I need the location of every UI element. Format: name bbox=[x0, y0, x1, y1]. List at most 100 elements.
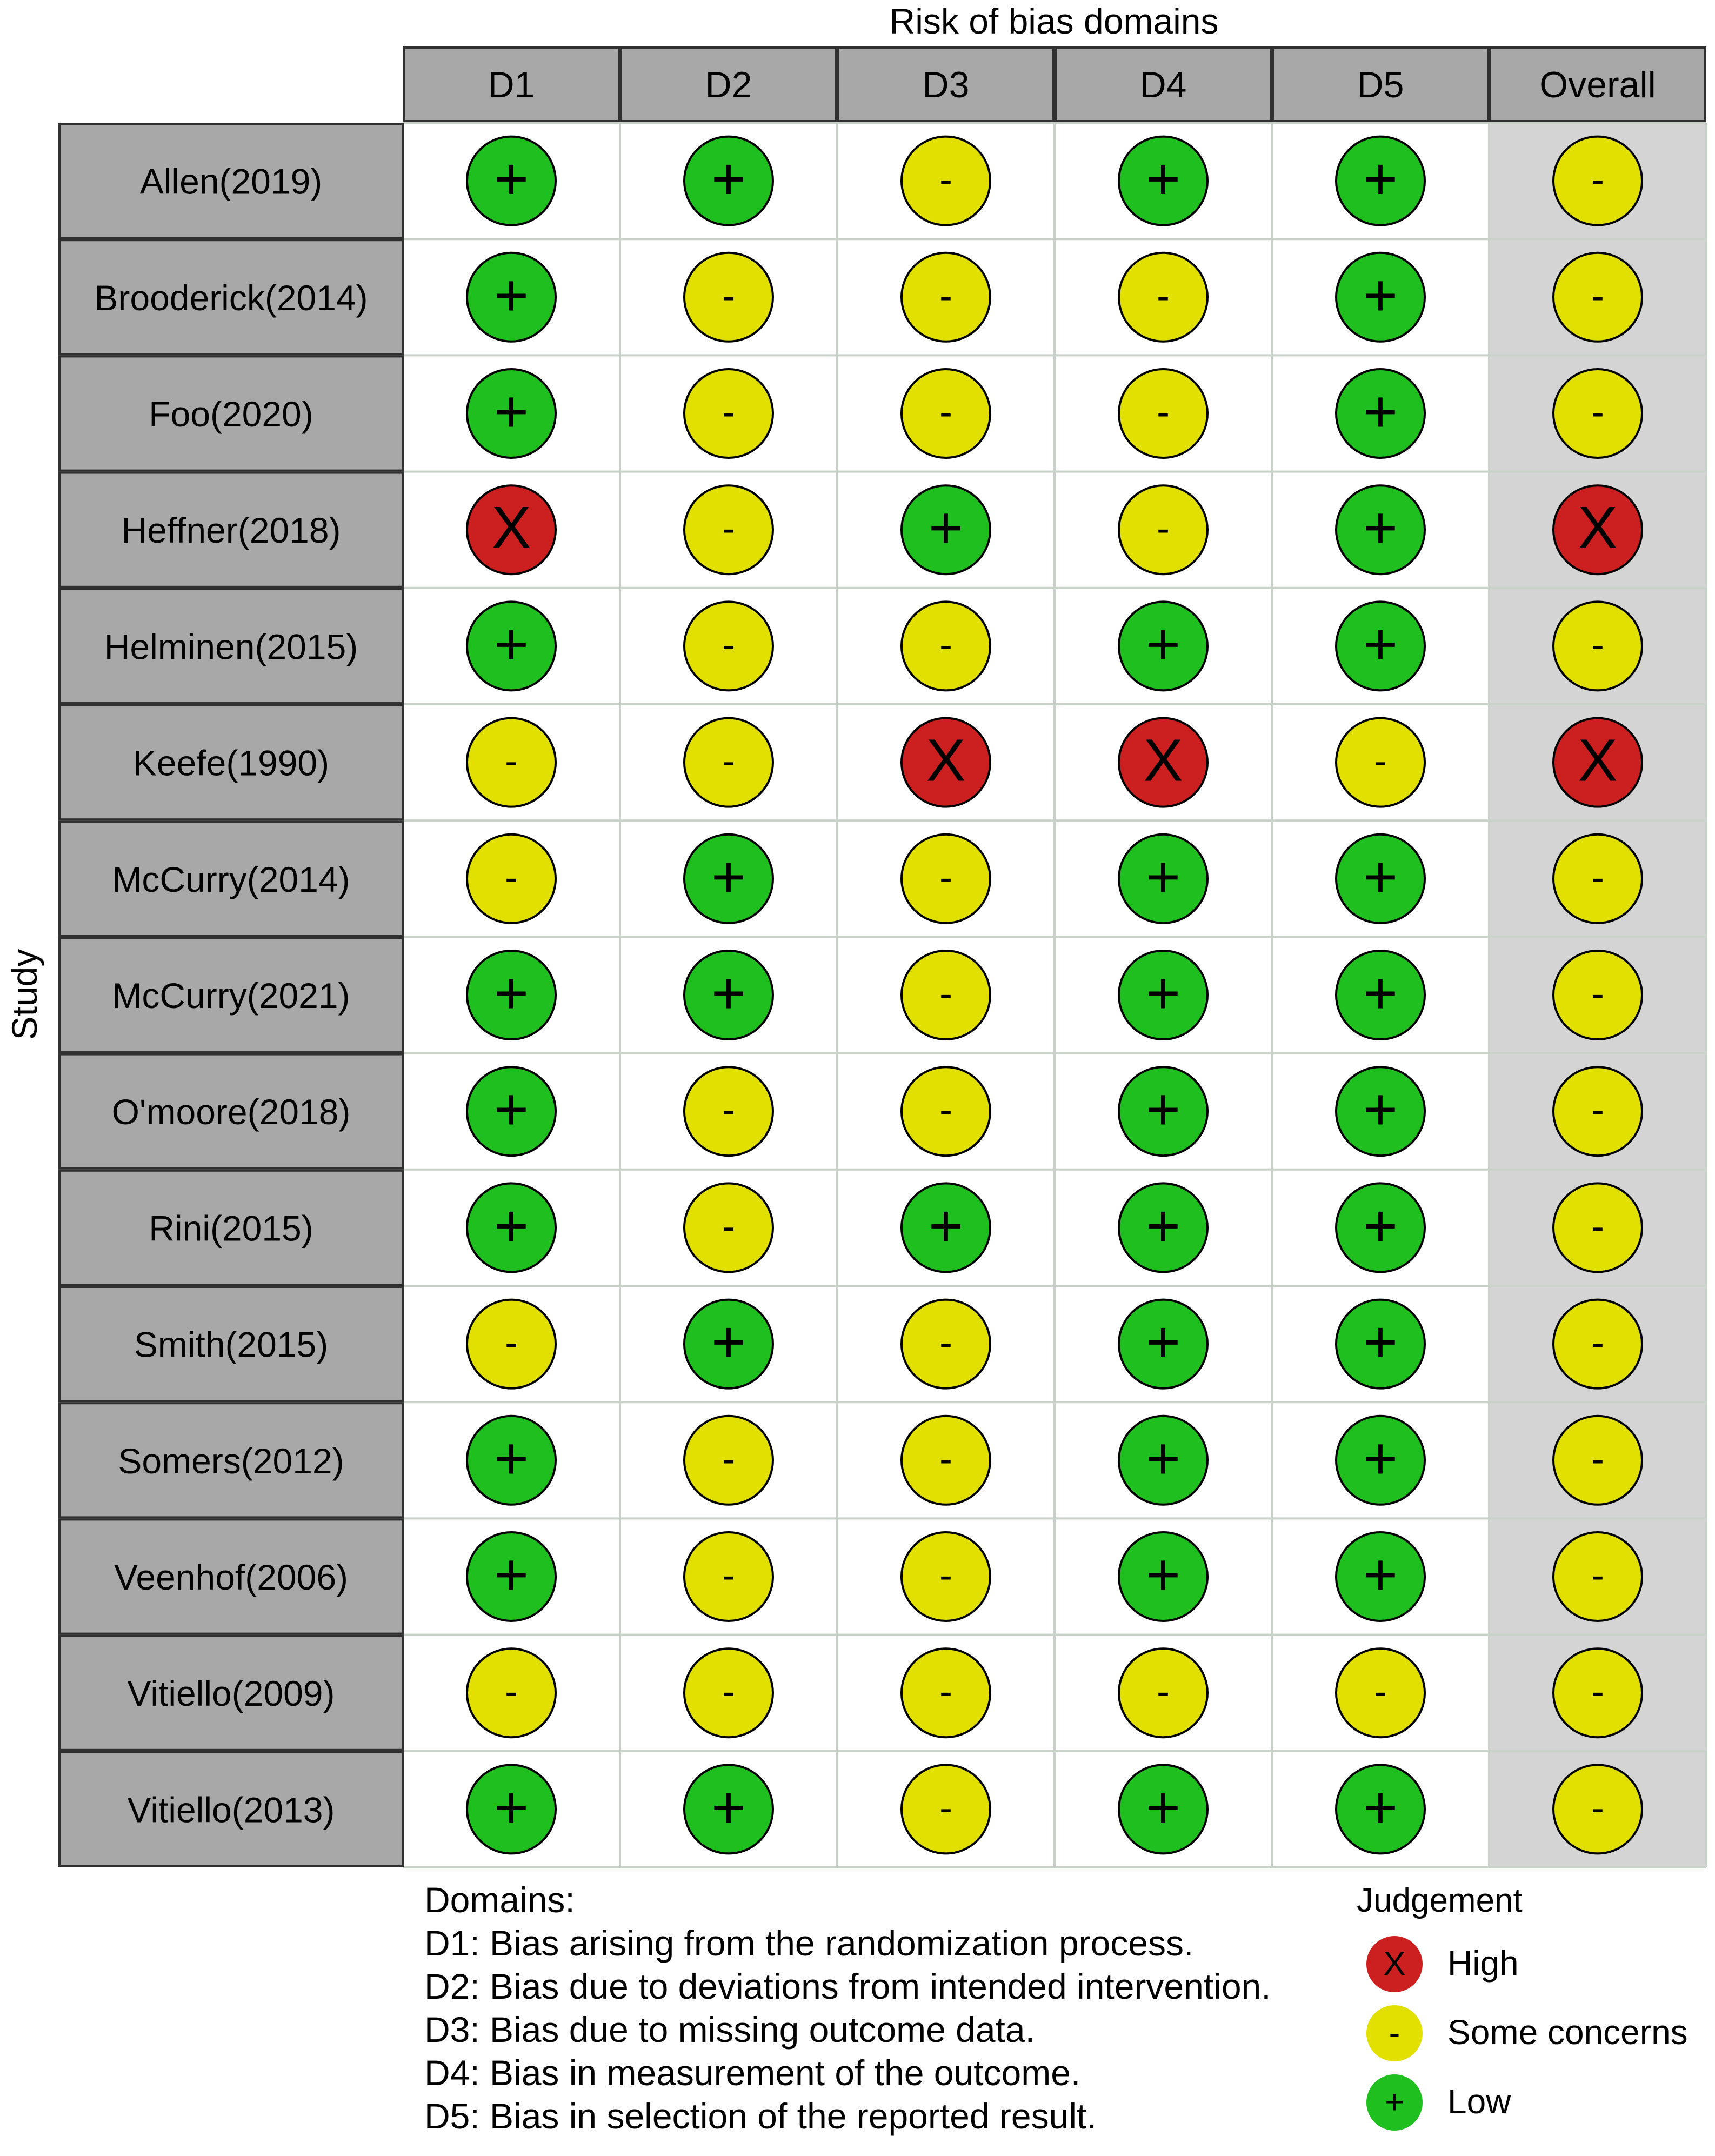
judgement-symbol: + bbox=[494, 1541, 529, 1608]
judgement-cell-some-concerns: - bbox=[683, 368, 774, 459]
judgement-symbol: + bbox=[494, 611, 529, 677]
judgement-some-concerns-icon bbox=[1552, 251, 1643, 343]
high-risk-icon: X bbox=[1366, 1936, 1423, 1992]
domains-legend: Domains: D1: Bias arising from the rando… bbox=[424, 1878, 1376, 2138]
judgement-symbol: - bbox=[939, 158, 952, 202]
judgement-some-concerns-icon bbox=[900, 950, 991, 1040]
judgement-cell-some-concerns: - bbox=[1335, 1647, 1426, 1739]
judgement-some-concerns-icon bbox=[1552, 1298, 1643, 1390]
domain-description-d1: D1: Bias arising from the randomization … bbox=[424, 1923, 1194, 1963]
judgement-symbol: + bbox=[1363, 1192, 1398, 1259]
judgement-symbol: - bbox=[1591, 1321, 1604, 1365]
judgement-symbol: - bbox=[939, 1670, 952, 1713]
judgement-cell-some-concerns: - bbox=[900, 1298, 991, 1390]
judgement-cell-low: + bbox=[466, 135, 557, 226]
judgement-symbol: + bbox=[1363, 495, 1398, 561]
judgement-cell-low: + bbox=[1335, 1298, 1426, 1390]
judgement-cell-some-concerns: - bbox=[900, 950, 991, 1040]
judgement-some-concerns-icon bbox=[683, 368, 774, 459]
judgement-cell-low: + bbox=[683, 950, 774, 1040]
judgement-some-concerns-icon bbox=[900, 833, 991, 924]
judgement-high-icon bbox=[1552, 484, 1643, 576]
column-header-box-d2 bbox=[620, 46, 837, 122]
judgement-some-concerns-icon bbox=[683, 1066, 774, 1157]
study-label-box bbox=[58, 355, 404, 472]
judgement-some-concerns-icon bbox=[900, 135, 991, 226]
judgement-legend: Judgement X High - Some concerns + Low bbox=[1357, 1882, 1703, 2139]
judgement-cell-some-concerns: - bbox=[900, 135, 991, 226]
domain-description-d4: D4: Bias in measurement of the outcome. bbox=[424, 2053, 1081, 2093]
judgement-some-concerns-icon bbox=[900, 1531, 991, 1622]
judgement-low-icon bbox=[1118, 1764, 1209, 1855]
judgement-cell-low: + bbox=[1335, 950, 1426, 1040]
judgement-symbol: + bbox=[1146, 960, 1180, 1026]
judgement-symbol: X bbox=[1578, 495, 1617, 561]
judgement-cell-some-concerns: - bbox=[1552, 368, 1643, 459]
judgement-cell-low: + bbox=[683, 1764, 774, 1855]
judgement-cell-some-concerns: - bbox=[683, 717, 774, 808]
judgement-symbol: - bbox=[722, 1089, 735, 1132]
judgement-symbol: + bbox=[1146, 1774, 1180, 1840]
column-header-box-overall bbox=[1489, 46, 1706, 122]
judgement-low-icon bbox=[1335, 1066, 1426, 1157]
judgement-some-concerns-icon bbox=[683, 1531, 774, 1622]
judgement-symbol: + bbox=[494, 262, 529, 329]
judgement-legend-label-low: Low bbox=[1447, 2082, 1511, 2121]
judgement-cell-some-concerns: - bbox=[683, 251, 774, 343]
judgement-low-icon bbox=[1335, 135, 1426, 226]
judgement-cell-some-concerns: - bbox=[466, 1647, 557, 1739]
judgement-some-concerns-icon bbox=[683, 1414, 774, 1506]
judgement-legend-item-low: + Low bbox=[1357, 2070, 1703, 2139]
judgement-cell-low: + bbox=[1118, 950, 1209, 1040]
judgement-cell-some-concerns: - bbox=[900, 1414, 991, 1506]
judgement-symbol: - bbox=[1157, 1670, 1170, 1713]
judgement-symbol: - bbox=[1591, 1554, 1604, 1597]
judgement-high-icon bbox=[1118, 717, 1209, 808]
rob-grid: D1 D2 D3 D4 D5 Overall Allen(2019) + + - + + - Broode… bbox=[58, 46, 1707, 1868]
judgement-low-icon bbox=[466, 1531, 557, 1622]
judgement-low-icon bbox=[1335, 1414, 1426, 1506]
study-label: Allen(2019) bbox=[140, 162, 323, 202]
column-header-overall: Overall bbox=[1539, 64, 1656, 105]
judgement-low-icon bbox=[466, 600, 557, 692]
judgement-symbol: + bbox=[1146, 146, 1180, 212]
judgement-some-concerns-icon bbox=[1552, 1647, 1643, 1739]
judgement-low-icon bbox=[1118, 1182, 1209, 1273]
judgement-symbol: + bbox=[929, 495, 963, 561]
judgement-some-concerns-icon bbox=[466, 1298, 557, 1390]
judgement-cell-low: + bbox=[466, 251, 557, 343]
judgement-low-icon bbox=[1335, 600, 1426, 692]
judgement-symbol: + bbox=[1363, 1309, 1398, 1376]
judgement-symbol: - bbox=[1374, 1670, 1387, 1713]
column-header-d2: D2 bbox=[705, 64, 752, 105]
judgement-low-icon bbox=[1118, 950, 1209, 1040]
some-concerns-icon: - bbox=[1366, 2005, 1423, 2061]
judgement-cell-low: + bbox=[1335, 1414, 1426, 1506]
chart-title: Risk of bias domains bbox=[890, 1, 1219, 41]
study-label: McCurry(2014) bbox=[112, 859, 350, 899]
study-label-box bbox=[58, 123, 404, 239]
judgement-cell-some-concerns: - bbox=[1552, 251, 1643, 343]
study-label-box bbox=[58, 937, 404, 1053]
judgement-cell-some-concerns: - bbox=[466, 717, 557, 808]
judgement-symbol: + bbox=[711, 1774, 746, 1840]
judgement-cell-low: + bbox=[683, 1298, 774, 1390]
judgement-symbol: - bbox=[722, 391, 735, 434]
judgement-symbol: - bbox=[505, 856, 518, 899]
judgement-symbol: + bbox=[494, 1425, 529, 1492]
judgement-cell-low: + bbox=[900, 1182, 991, 1273]
judgement-cell-low: + bbox=[466, 1066, 557, 1157]
judgement-symbol: + bbox=[494, 1076, 529, 1143]
column-header-box-d5 bbox=[1272, 46, 1489, 122]
judgement-low-icon bbox=[1335, 251, 1426, 343]
judgement-symbol: + bbox=[711, 146, 746, 212]
judgement-low-icon bbox=[683, 135, 774, 226]
judgement-cell-low: + bbox=[900, 484, 991, 576]
judgement-symbol: - bbox=[1591, 158, 1604, 202]
judgement-symbol: - bbox=[722, 1438, 735, 1481]
study-label-box bbox=[58, 704, 404, 821]
judgement-cell-high: X bbox=[1552, 717, 1643, 808]
column-header-d4: D4 bbox=[1140, 64, 1187, 105]
judgement-low-icon bbox=[1118, 135, 1209, 226]
